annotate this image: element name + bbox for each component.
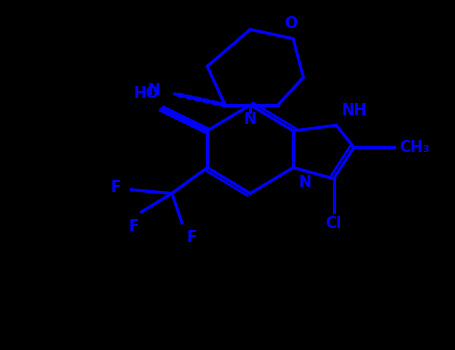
Text: CH₃: CH₃ <box>399 140 430 155</box>
Text: N: N <box>244 112 257 127</box>
Text: HO: HO <box>133 86 159 102</box>
Text: Cl: Cl <box>325 216 342 231</box>
Text: N: N <box>298 175 311 190</box>
Text: F: F <box>129 219 139 234</box>
Text: O: O <box>284 16 297 32</box>
Text: NH: NH <box>341 103 367 118</box>
Text: F: F <box>187 230 197 245</box>
Text: F: F <box>111 180 121 195</box>
Text: N: N <box>148 83 161 98</box>
